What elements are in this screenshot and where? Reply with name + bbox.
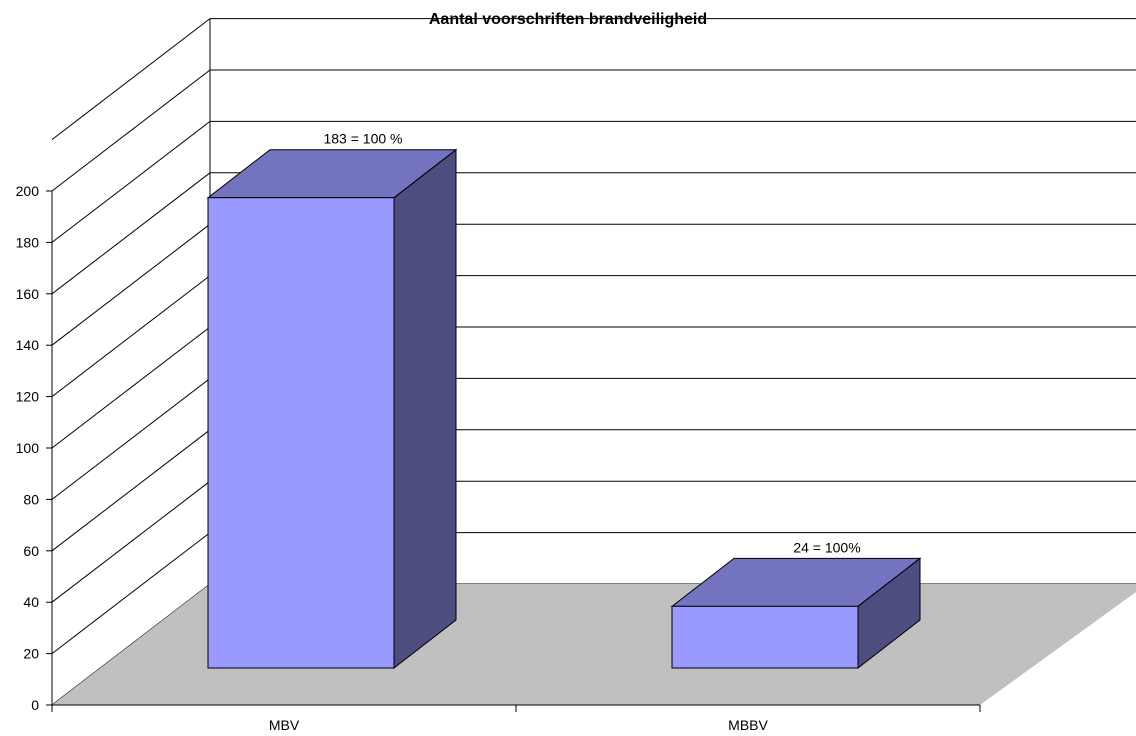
x-tick-label: MBBV: [728, 717, 768, 733]
side-wall-gridline: [51, 223, 211, 346]
bar-front: [671, 605, 859, 669]
x-tick-label: MBV: [269, 717, 300, 733]
side-wall-gridline: [51, 429, 211, 552]
side-wall-gridline: [51, 532, 211, 654]
y-tick-label: 160: [16, 286, 40, 302]
axes: [46, 190, 981, 712]
y-tick-label: 200: [16, 183, 40, 199]
y-tick-label: 100: [16, 440, 40, 456]
y-tick-label: 20: [23, 646, 39, 662]
bar-front: [207, 197, 395, 669]
data-label: 24 = 100%: [793, 539, 860, 555]
chart-title: Aantal voorschriften brandveiligheid: [428, 11, 708, 28]
bar-mbv: [206, 148, 458, 670]
labels: 183 = 100 % MBV 24 = 100% MBBV 0 20 40 60 80 100 1…: [16, 131, 861, 733]
bar-mbbv: [670, 557, 922, 670]
y-tick-label: 180: [16, 234, 40, 250]
y-tick-label: 40: [23, 594, 39, 610]
side-wall-gridline: [51, 172, 211, 295]
data-label: 183 = 100 %: [323, 131, 402, 147]
side-wall-gridline: [51, 275, 211, 397]
side-wall-gridline: [51, 69, 211, 192]
bars: [206, 148, 922, 670]
side-wall-gridline: [51, 480, 211, 603]
y-tick-label: 60: [23, 543, 39, 559]
y-tick-label: 120: [16, 389, 40, 405]
bar-side: [393, 148, 457, 670]
side-wall-gridline: [51, 378, 211, 500]
side-wall-gridline: [51, 18, 211, 140]
side-wall-gridline: [51, 326, 211, 449]
y-tick-label: 140: [16, 337, 40, 353]
y-tick-label: 80: [23, 491, 39, 507]
y-tick-label: 0: [31, 697, 39, 713]
side-wall-gridline: [51, 121, 211, 243]
